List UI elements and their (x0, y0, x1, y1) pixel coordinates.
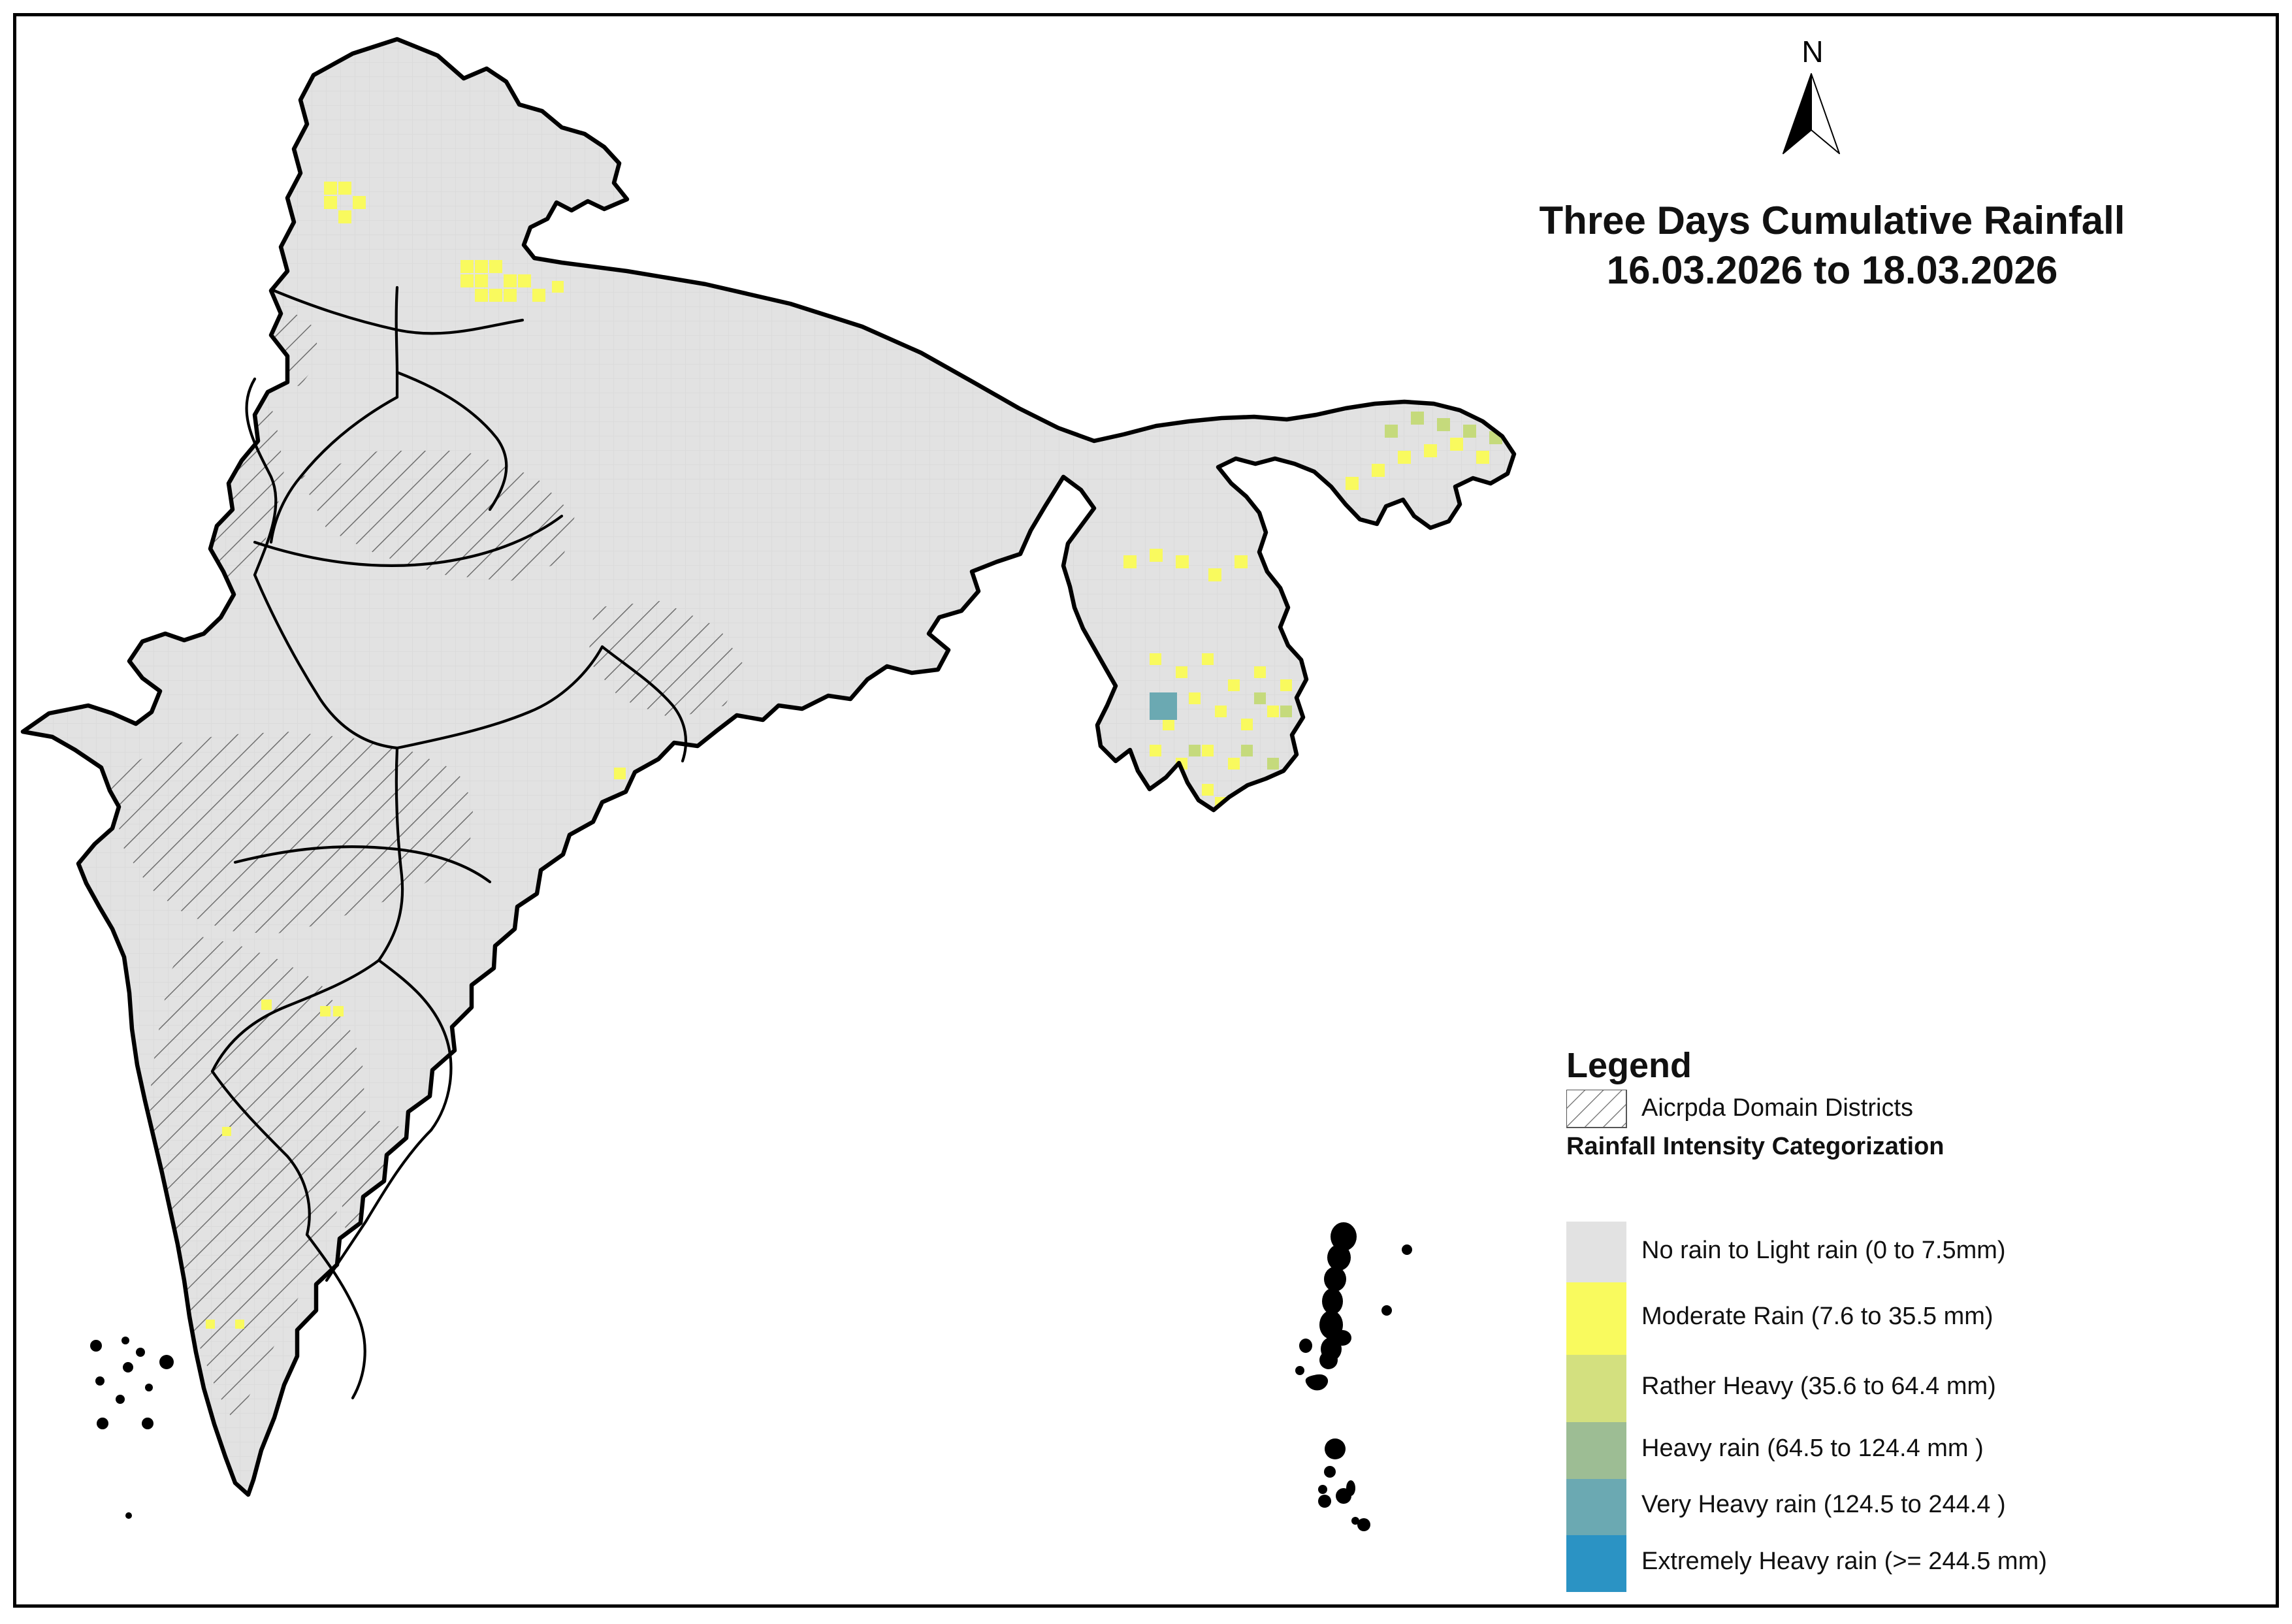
svg-text:Aicrpda Domain Districts: Aicrpda Domain Districts (1641, 1094, 1913, 1122)
svg-text:Extremely Heavy rain (>= 244.: Extremely Heavy rain (>= 244.5 mm) (1641, 1548, 2047, 1575)
svg-text:Rather Heavy (35.6 to 64.4 mm): Rather Heavy (35.6 to 64.4 mm) (1641, 1372, 1996, 1400)
svg-text:Very Heavy rain (124.5 to 244.: Very Heavy rain (124.5 to 244.4 ) (1641, 1491, 2006, 1518)
svg-text:Heavy rain (64.5 to 124.4 mm ): Heavy rain (64.5 to 124.4 mm ) (1641, 1435, 1984, 1462)
svg-text:No rain to Light rain (0 to 7.: No rain to Light rain (0 to 7.5mm) (1641, 1237, 2006, 1264)
svg-text:Moderate Rain (7.6 to 35.5 mm): Moderate Rain (7.6 to 35.5 mm) (1641, 1303, 1993, 1330)
